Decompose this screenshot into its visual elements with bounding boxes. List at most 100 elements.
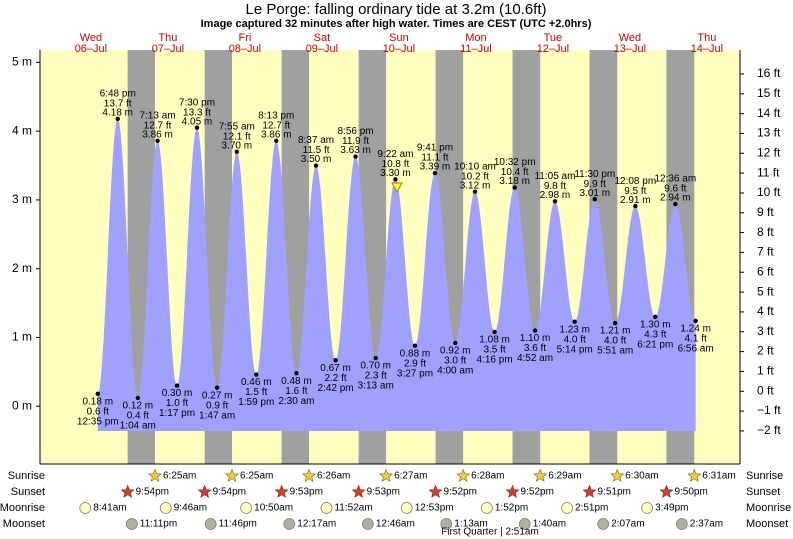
y2-tick-label: 8 ft (757, 225, 774, 239)
tide-label: 7:13 am (139, 110, 175, 121)
tide-label: 0.48 m (281, 376, 312, 387)
day-date: 12–Jul (537, 43, 569, 55)
tide-label: 3.86 m (261, 129, 292, 140)
tide-label: 12:08 pm (614, 176, 656, 187)
sunrise-time: 6:25am (240, 471, 273, 482)
y-tick-label: 1 m (12, 330, 32, 344)
sunset-time: 9:53pm (367, 487, 400, 498)
moon-phase: First Quarter | 2:51am (441, 527, 539, 538)
sunrise-icon (533, 468, 548, 482)
y2-tick-label: 1 ft (757, 364, 774, 378)
sunrise-icon (687, 468, 702, 482)
y2-tick-label: 10 ft (757, 185, 781, 199)
sunrise-time: 6:31am (702, 471, 735, 482)
tide-label: 0.12 m (123, 401, 154, 412)
tide-label: 3.0 ft (444, 356, 466, 367)
y2-tick-label: 12 ft (757, 145, 781, 159)
day-name: Tue (544, 32, 563, 44)
tide-label: 13.3 ft (183, 107, 211, 118)
tide-point (673, 201, 678, 207)
sunset-icon (351, 484, 366, 498)
tide-point (472, 189, 478, 194)
sunset-time: 9:53pm (290, 487, 323, 498)
tide-label: 3.70 m (222, 140, 253, 151)
tide-label: 6:48 pm (100, 88, 136, 99)
moonrise-time: 2:51pm (575, 503, 608, 514)
tide-point (432, 170, 438, 176)
moonset-icon (518, 518, 531, 530)
day-date: 10–Jul (383, 43, 415, 55)
day-date: 13–Jul (614, 43, 646, 55)
tide-label: 3.12 m (460, 180, 491, 191)
tide-label: 9:41 pm (417, 143, 453, 154)
row-label: Moonrise (0, 502, 45, 514)
tide-point (512, 185, 517, 190)
moonrise-icon (159, 502, 172, 514)
y2-tick-label: 0 ft (757, 383, 774, 397)
moonrise-time: 8:41am (93, 503, 126, 514)
moonrise-icon (400, 502, 413, 514)
chart-subtitle: Image captured 32 minutes after high wat… (201, 18, 592, 30)
moonrise-icon (320, 502, 333, 514)
tide-label: 2.3 ft (365, 371, 387, 382)
tide-point (95, 391, 100, 397)
tide-point (115, 116, 120, 121)
moonset-time: 11:46pm (219, 519, 257, 530)
day-name: Sun (389, 32, 409, 44)
tide-label: 0.70 m (360, 361, 391, 372)
sunset-icon (659, 484, 674, 498)
sunset-icon (197, 484, 212, 498)
tide-point (572, 319, 577, 324)
y2-tick-label: 2 ft (757, 344, 774, 358)
tide-label: 0.67 m (320, 363, 351, 374)
sunrise-icon (302, 468, 317, 482)
tide-point (313, 163, 319, 168)
moonrise-icon (240, 502, 253, 514)
day-name: Thu (697, 32, 716, 44)
tide-label: 1:47 am (199, 410, 235, 421)
tide-label: 3.86 m (142, 129, 173, 140)
tide-label: 12.7 ft (144, 120, 172, 131)
tide-label: 7:30 pm (179, 97, 215, 108)
sunset-icon (505, 484, 520, 498)
tide-label: 3.01 m (580, 188, 611, 199)
tide-label: 0.92 m (440, 346, 471, 357)
sunset-time: 9:50pm (674, 487, 707, 498)
day-name: Sat (314, 32, 331, 44)
y2-tick-label: −1 ft (757, 403, 781, 417)
tide-label: 2:30 am (278, 396, 314, 407)
tide-point (353, 154, 358, 159)
chart-title: Le Porge: falling ordinary tide at 3.2m … (246, 1, 547, 18)
tide-label: 3:13 am (358, 381, 394, 392)
tide-label: 10.4 ft (501, 167, 529, 178)
tide-label: 12:36 am (654, 174, 696, 185)
y-tick-label: 2 m (12, 261, 32, 275)
row-label: Sunrise (746, 470, 783, 482)
sunset-time: 9:52pm (444, 487, 477, 498)
tide-label: 6:21 pm (637, 339, 673, 350)
day-date: 06–Jul (75, 43, 107, 55)
tide-label: 2.94 m (660, 193, 691, 204)
tide-label: 13.7 ft (104, 98, 132, 109)
moonset-time: 11:11pm (140, 519, 177, 530)
day-name: Thu (158, 32, 177, 44)
tide-point (612, 320, 618, 326)
sunrise-icon (379, 468, 394, 482)
tide-label: 4.0 ft (564, 334, 586, 345)
tide-label: 1.5 ft (245, 387, 267, 398)
tide-point (333, 357, 338, 363)
tide-label: 3.39 m (420, 162, 451, 173)
y2-tick-label: 3 ft (757, 324, 774, 338)
tide-label: 3.6 ft (524, 343, 546, 354)
tide-point (532, 328, 538, 333)
moonrise-time: 3:49pm (655, 503, 688, 514)
tide-label: 0.30 m (162, 388, 193, 399)
tide-label: 8:13 pm (258, 110, 294, 121)
tide-label: 10:32 pm (494, 157, 536, 168)
sunset-icon (274, 484, 289, 498)
tide-label: 4.1 ft (685, 334, 707, 345)
sunrise-time: 6:29am (548, 471, 581, 482)
tide-label: 11.5 ft (303, 145, 330, 156)
tide-point (254, 372, 259, 377)
tide-label: 3.63 m (340, 145, 371, 156)
